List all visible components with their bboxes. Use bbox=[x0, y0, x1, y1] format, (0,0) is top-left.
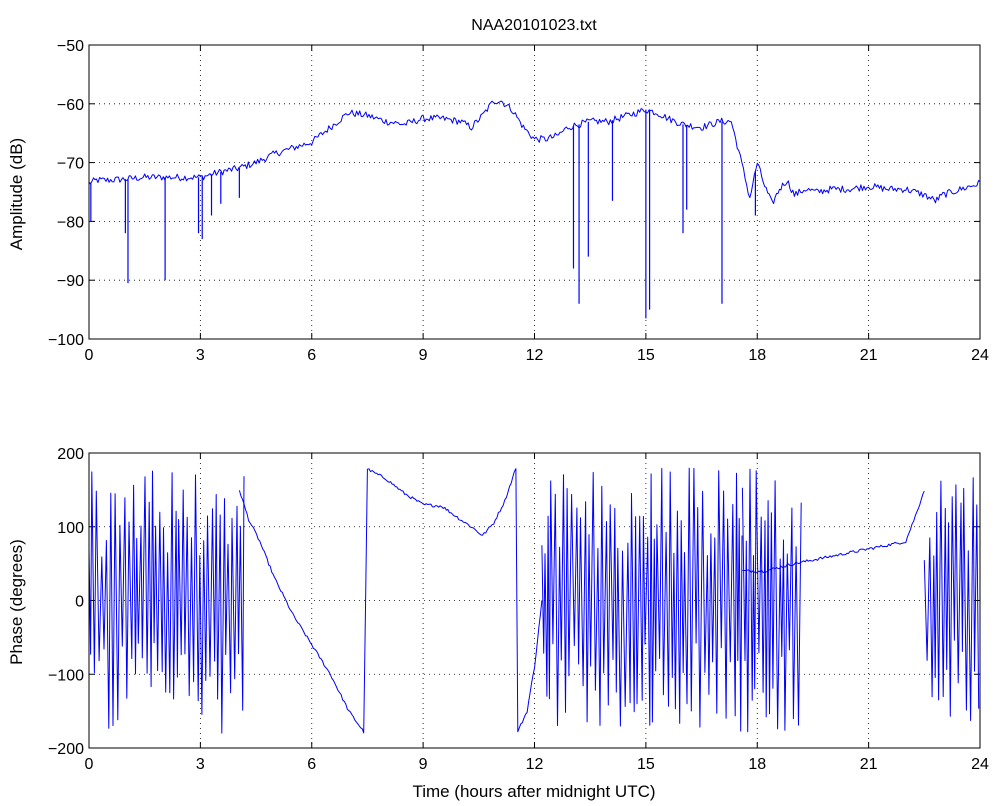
phase-noise-band bbox=[741, 468, 802, 733]
x-tick-label: 3 bbox=[196, 756, 205, 773]
amplitude-plot: 0 3 6 9 12 15 18 21 24 −50 −60 −70 −80 −90 −100 bbox=[48, 38, 989, 364]
x-tick-label: 0 bbox=[85, 756, 94, 773]
x-tick-label: 18 bbox=[748, 347, 766, 364]
x-tick-label: 3 bbox=[196, 347, 205, 364]
x-tick-label: 12 bbox=[526, 347, 544, 364]
chart-title: NAA20101023.txt bbox=[471, 17, 597, 34]
x-tick-label: 15 bbox=[637, 347, 655, 364]
x-tick-label: 12 bbox=[526, 756, 544, 773]
x-tick-label: 21 bbox=[860, 347, 878, 364]
y-tick-label: −80 bbox=[57, 214, 84, 231]
y-tick-label: −90 bbox=[57, 273, 84, 290]
y-tick-label: −60 bbox=[57, 97, 84, 114]
x-axis-label: Time (hours after midnight UTC) bbox=[412, 782, 655, 801]
x-tick-label: 6 bbox=[307, 347, 316, 364]
x-tick-label: 18 bbox=[748, 756, 766, 773]
x-tick-label: 9 bbox=[419, 756, 428, 773]
phase-noise-band bbox=[923, 477, 980, 721]
phase-noise-band bbox=[541, 467, 743, 732]
y-tick-label: 100 bbox=[57, 520, 84, 537]
phase-series-line bbox=[238, 468, 543, 734]
x-tick-label: 0 bbox=[85, 347, 94, 364]
amplitude-y-axis-label: Amplitude (dB) bbox=[7, 138, 26, 250]
phase-plot: 0 3 6 9 12 15 18 21 24 200 100 0 −100 −200 bbox=[48, 446, 989, 773]
x-tick-label: 9 bbox=[419, 347, 428, 364]
phase-noise-band bbox=[88, 470, 245, 734]
plot-frame bbox=[88, 44, 981, 340]
amplitude-series-line bbox=[88, 100, 981, 204]
y-tick-label: −70 bbox=[57, 156, 84, 173]
y-tick-label: −100 bbox=[48, 332, 84, 349]
y-tick-label: 200 bbox=[57, 446, 84, 463]
phase-series-line bbox=[742, 490, 925, 573]
x-tick-label: 24 bbox=[971, 347, 989, 364]
phase-y-axis-label: Phase (degrees) bbox=[7, 539, 26, 665]
y-tick-label: −100 bbox=[48, 667, 84, 684]
x-tick-label: 24 bbox=[971, 756, 989, 773]
y-tick-label: −50 bbox=[57, 38, 84, 55]
x-tick-label: 6 bbox=[307, 756, 316, 773]
plot-frame bbox=[88, 452, 981, 749]
x-tick-label: 21 bbox=[860, 756, 878, 773]
y-tick-label: 0 bbox=[75, 594, 84, 611]
x-tick-label: 15 bbox=[637, 756, 655, 773]
y-tick-label: −200 bbox=[48, 741, 84, 758]
